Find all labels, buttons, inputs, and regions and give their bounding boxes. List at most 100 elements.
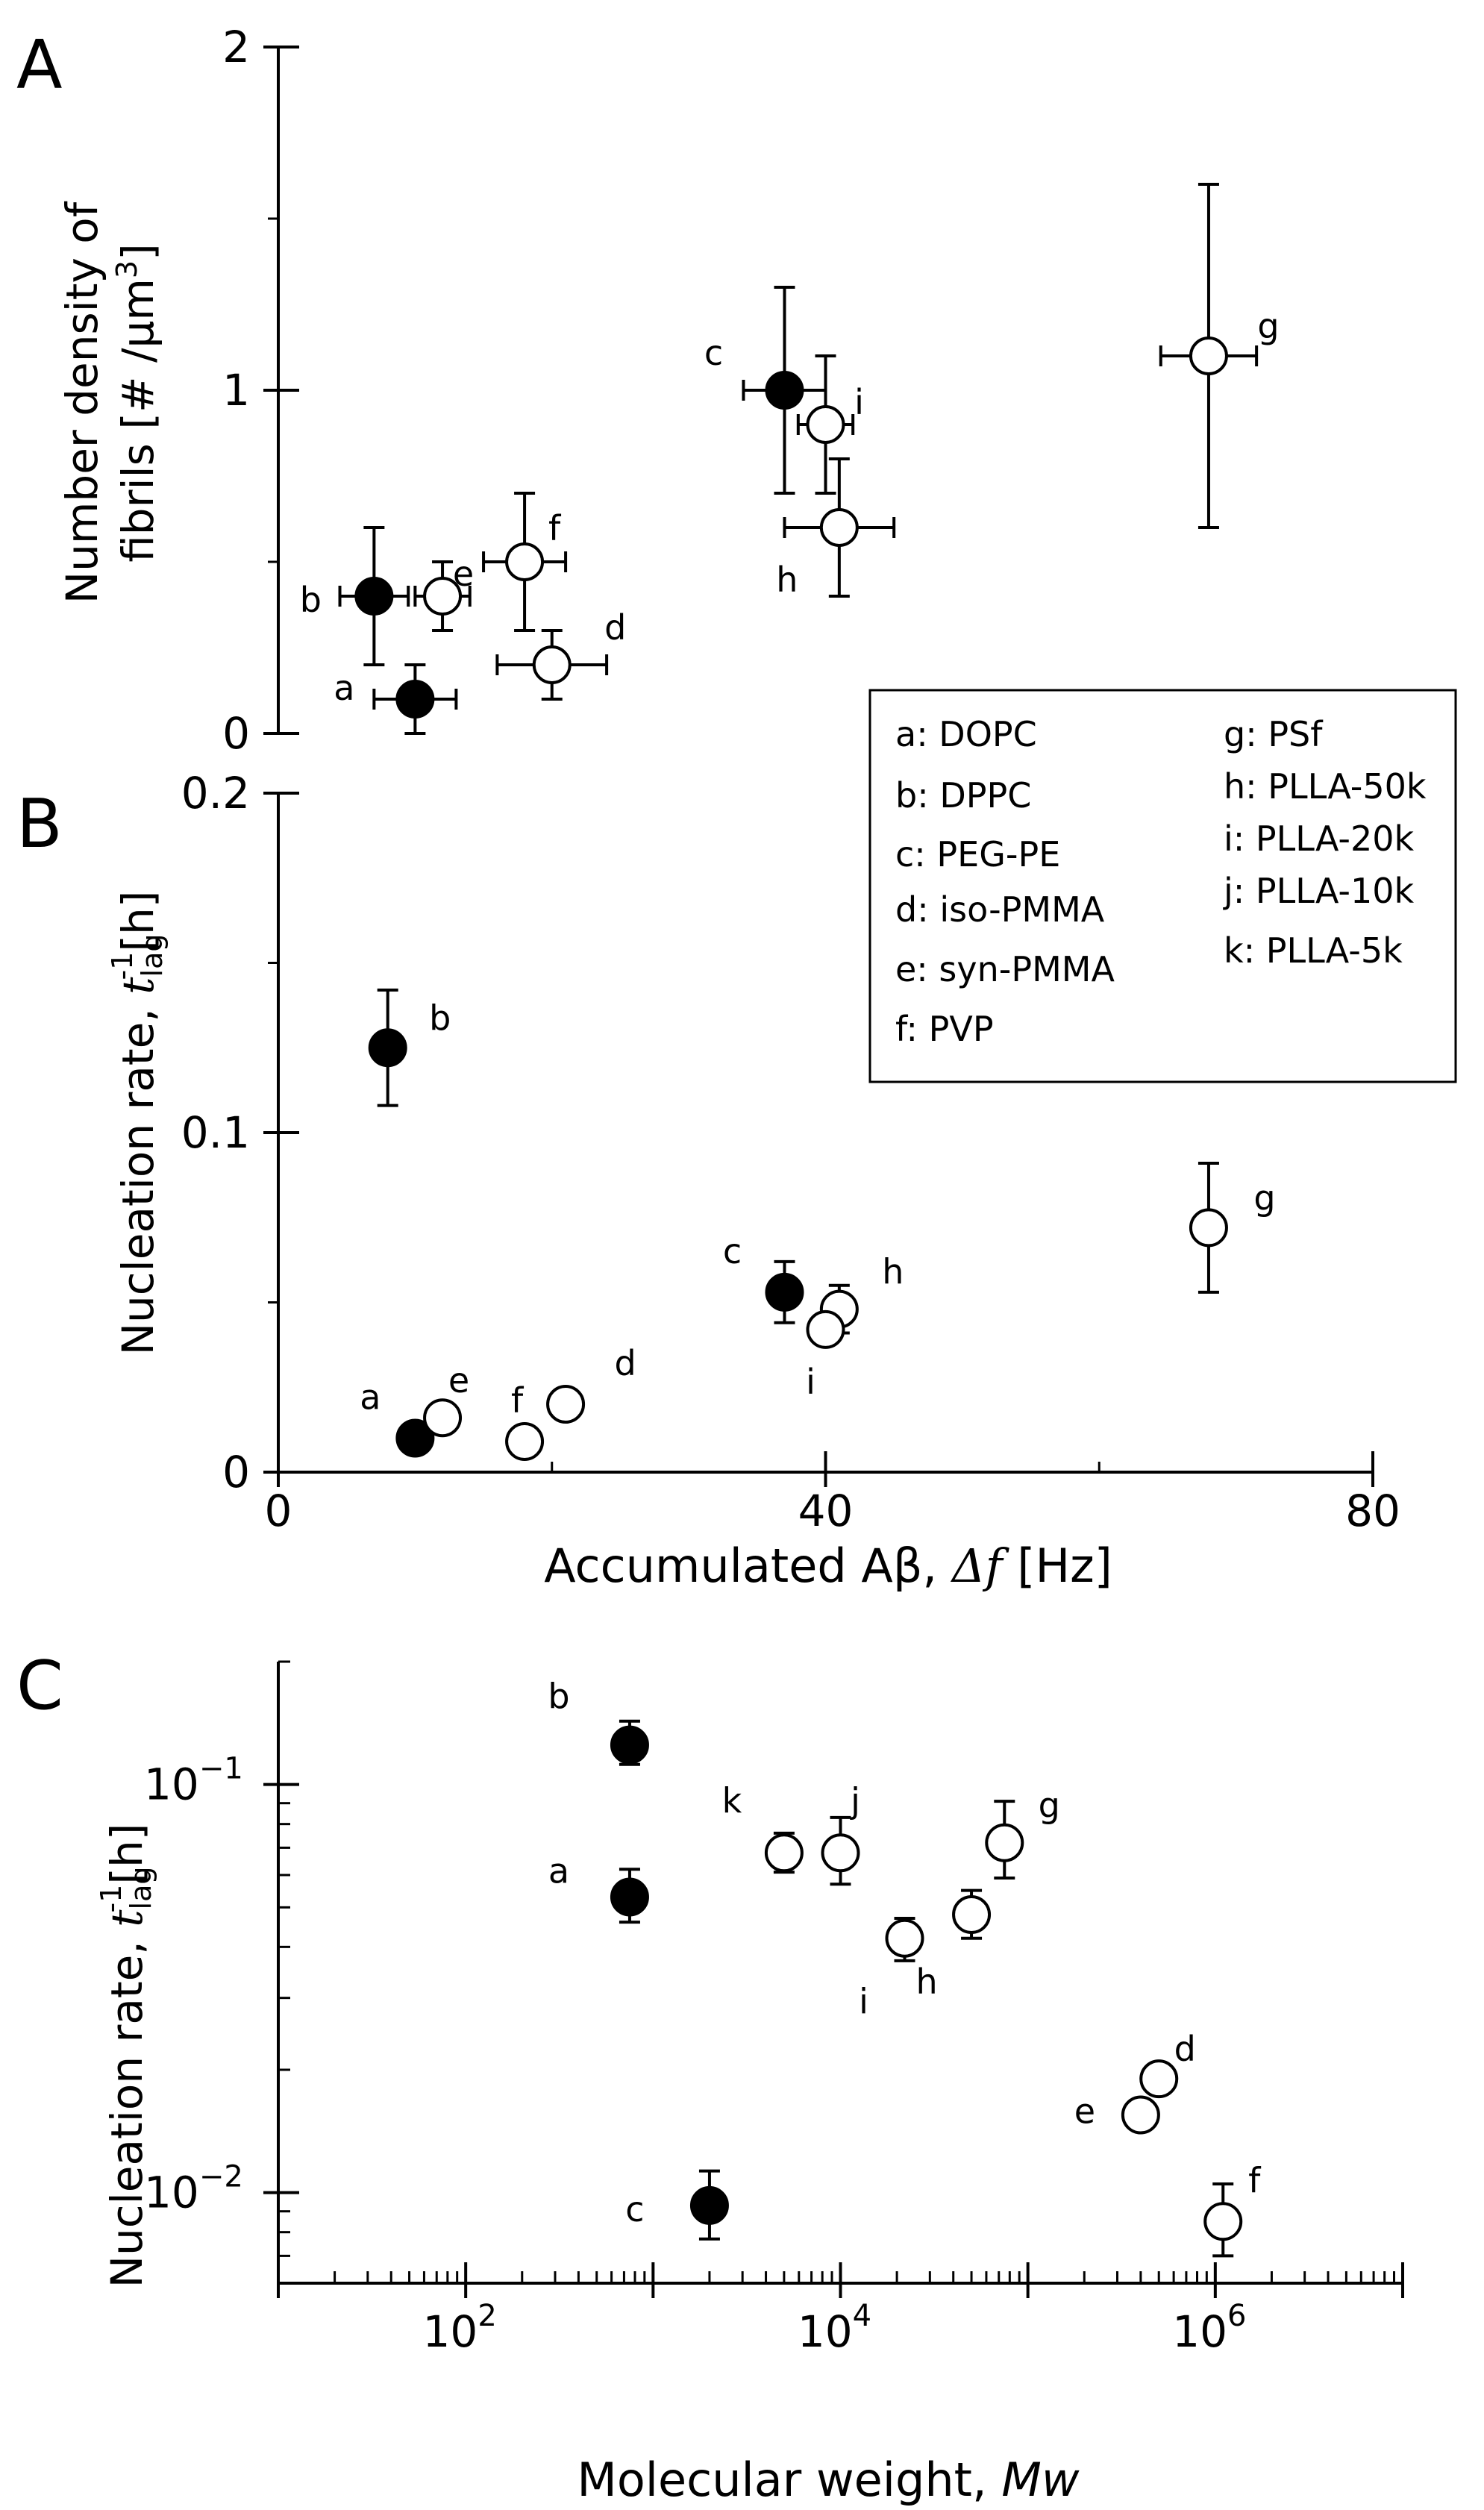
legend-item-h: h: PLLA-50k: [1224, 766, 1427, 807]
panel-b-point-c: [765, 1272, 804, 1312]
panel-c-point-label-k: k: [722, 1780, 742, 1821]
panel-c-point-f: [1203, 2202, 1243, 2241]
panel-b-ylabel: Nucleation rate, tlag-1[h]: [106, 891, 169, 1356]
panel-a-ylabel-line2-end: ]: [113, 243, 163, 260]
legend-item-k: k: PLLA-5k: [1224, 930, 1403, 971]
panel-c-ylabel: Nucleation rate, tlag-1[h]: [95, 1824, 157, 2288]
panel-b-point-label-d: d: [614, 1343, 636, 1383]
panel-c-point-e: [1121, 2095, 1160, 2135]
panel-letter-c: C: [16, 1647, 63, 1725]
panel-c-point-label-c: c: [625, 2189, 644, 2229]
panel-b-ylabel-sub: lag: [136, 934, 169, 977]
panel-b-ytick-label: 0: [222, 1447, 250, 1497]
panel-b: 0 0.1 0.2 0 40 80 a b c d e f g h i Nucleation rate, …: [106, 768, 1400, 1593]
legend-item-d: d: iso-PMMA: [895, 889, 1105, 930]
panel-c-point-label-b: b: [548, 1677, 569, 1717]
panel-b-point-f: [505, 1422, 545, 1462]
panel-a-ylabel-line2: fibrils [# /μm3]: [110, 243, 163, 563]
panel-a-ytick-label: 0: [222, 708, 250, 759]
panel-b-point-label-e: e: [448, 1360, 469, 1400]
panel-c-point-g: [985, 1823, 1024, 1862]
legend-item-e: e: syn-PMMA: [895, 949, 1115, 989]
panel-c-ytick-label: 10−2: [144, 2160, 243, 2218]
panel-a-point-c: [765, 371, 804, 410]
panel-c-xtick-label: 102: [423, 2299, 497, 2357]
panel-c-point-a: [610, 1877, 649, 1917]
panel-b-ytick-label: 0.1: [181, 1107, 250, 1158]
panel-b-point-label-a: a: [360, 1377, 381, 1418]
panel-c-point-b: [610, 1725, 649, 1765]
legend-item-i: i: PLLA-20k: [1224, 819, 1415, 859]
panel-b-xlabel: Accumulated Aβ, Δf [Hz]: [544, 1539, 1112, 1593]
legend-box: [868, 689, 1457, 1083]
panel-c-point-label-d: d: [1174, 2029, 1196, 2069]
panel-a-point-label-b: b: [300, 580, 322, 620]
panel-b-ylabel-var: t: [113, 977, 163, 995]
panel-b-point-g: [1189, 1208, 1228, 1248]
panel-a-point-g: [1189, 337, 1228, 375]
legend-item-j: j: PLLA-10k: [1223, 871, 1415, 911]
panel-c-ytick-label: 10−1: [144, 1752, 243, 1810]
panel-b-point-e: [423, 1398, 463, 1438]
panel-b-ytick-label: 0.2: [181, 768, 250, 819]
panel-a-axes: 0 1 2: [222, 22, 299, 759]
panel-c-marks: a b c d e f g h i j k: [548, 1677, 1262, 2258]
panel-c-xtick-label-base: 10: [423, 2306, 478, 2357]
panel-b-xlabel-end: [Hz]: [1003, 1539, 1112, 1593]
panel-b-marks: a b c d e f g h i: [360, 988, 1276, 1462]
panel-c-point-label-e: e: [1074, 2091, 1095, 2132]
panel-b-point-a: [395, 1418, 435, 1458]
panel-a-point-a: [395, 680, 435, 719]
panel-a-point-label-g: g: [1257, 306, 1279, 346]
legend-item-f: f: PVP: [895, 1009, 994, 1049]
panel-b-point-label-c: c: [723, 1231, 742, 1271]
panel-b-xlabel-main: Accumulated Aβ,: [544, 1539, 952, 1593]
panel-c-xlabel-main: Molecular weight,: [577, 2453, 1001, 2507]
legend: a: DOPC b: DPPC c: PEG-PE d: iso-PMMA e:…: [868, 689, 1457, 1083]
panel-b-xtick-label: 80: [1345, 1486, 1400, 1536]
panel-b-axes: 0 0.1 0.2 0 40 80: [181, 768, 1400, 1536]
panel-c-xtick-label-exp: 4: [853, 2299, 871, 2333]
legend-item-c: c: PEG-PE: [895, 834, 1060, 874]
panel-c-xtick-label-base: 10: [798, 2306, 853, 2357]
panel-c-point-h: [952, 1895, 992, 1935]
panel-a-ytick-label: 2: [222, 22, 250, 72]
panel-b-point-d: [546, 1385, 586, 1424]
panel-a-point-label-e: e: [453, 554, 474, 594]
panel-b-point-label-i: i: [806, 1362, 815, 1402]
panel-c-point-label-h: h: [915, 1962, 937, 2002]
panel-a-marks: a b c d e f g h i: [300, 183, 1280, 735]
panel-c-ytick-label-base: 10: [144, 2168, 199, 2218]
panel-c-ytick-label-base: 10: [144, 1759, 199, 1810]
panel-a-point-label-h: h: [776, 560, 798, 600]
panel-b-point-label-f: f: [511, 1380, 525, 1421]
panel-c-point-label-a: a: [548, 1850, 569, 1891]
panel-c-ylabel-main: Nucleation rate,: [101, 1927, 152, 2288]
panel-b-xtick-label: 0: [265, 1486, 292, 1536]
panel-c-xtick-label: 104: [798, 2299, 871, 2357]
panel-a-point-d: [532, 645, 572, 684]
panel-c-xlabel-var: Mw: [1001, 2453, 1079, 2507]
panel-c-xtick-label-exp: 2: [478, 2299, 496, 2333]
panel-a-point-f: [505, 542, 545, 581]
panel-c-point-label-j: j: [850, 1780, 860, 1821]
panel-b-point-label-b: b: [429, 998, 451, 1038]
panel-b-point-label-h: h: [882, 1252, 904, 1292]
panel-c-xtick-label: 106: [1172, 2299, 1246, 2357]
panel-c-point-d: [1139, 2059, 1179, 2099]
panel-letter-a: A: [16, 26, 63, 104]
panel-a-point-label-c: c: [704, 333, 723, 373]
legend-item-b: b: DPPC: [895, 775, 1031, 816]
panel-c-ylabel-end: [h]: [101, 1824, 152, 1885]
panel-a-ylabel-line2-main: fibrils [# /μm: [113, 278, 163, 563]
panel-c-xtick-label-base: 10: [1172, 2306, 1227, 2357]
panel-b-point-label-g: g: [1253, 1177, 1275, 1218]
panel-a-point-label-f: f: [548, 508, 562, 548]
panel-c-ylabel-var: t: [101, 1909, 152, 1927]
panel-a-point-label-a: a: [334, 668, 354, 708]
panel-a: 0 1 2 a b c d e f g h i Number density of fibrils …: [57, 22, 1280, 759]
panel-c-point-label-f: f: [1248, 2160, 1262, 2200]
panel-b-point-b: [368, 1028, 407, 1068]
panel-c-ytick-label-exp: −1: [199, 1752, 243, 1786]
